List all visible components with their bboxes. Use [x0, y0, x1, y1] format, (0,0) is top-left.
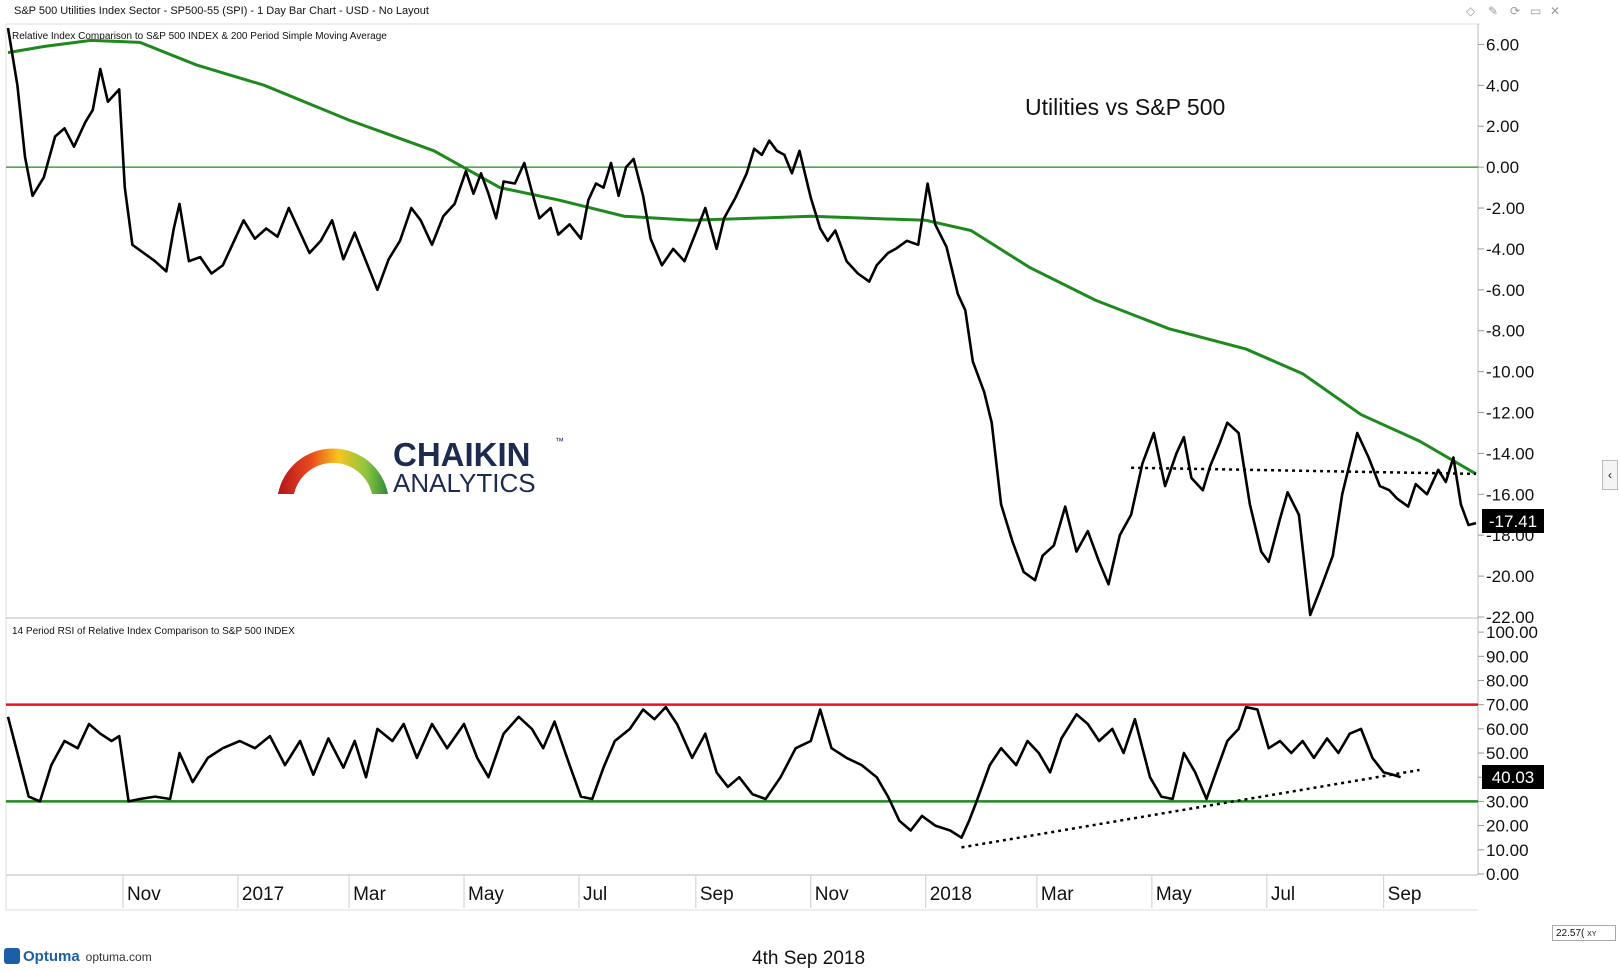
lower-y-tick-label: 30.00 [1486, 792, 1529, 811]
rsi-line [6, 705, 1401, 839]
logo-line2: ANALYTICS [393, 468, 536, 498]
lower-y-tick-label: 20.00 [1486, 817, 1529, 836]
upper-y-tick-label: -10.00 [1486, 363, 1534, 382]
upper-trendline [1131, 466, 1477, 476]
upper-y-tick-label: -12.00 [1486, 404, 1534, 423]
optuma-brand: Optuma [23, 948, 80, 965]
x-tick-label: May [1156, 884, 1192, 905]
x-tick-labels: Nov 2017 Mar May Jul Sep Nov 2018 Mar May Jul Sep [122, 875, 1422, 908]
lower-panel-lines [6, 703, 1478, 849]
x-tick-label: 2018 [930, 884, 972, 905]
lower-y-tick-label: 80.00 [1486, 671, 1529, 690]
x-tick-label: Mar [353, 884, 386, 905]
window-title-bar: S&P 500 Utilities Index Sector - SP500-5… [0, 0, 1620, 22]
x-tick-label: Nov [815, 884, 849, 905]
x-tick-label: Nov [127, 884, 161, 905]
lower-panel-label: 14 Period RSI of Relative Index Comparis… [12, 626, 295, 637]
rsi-trendline [961, 768, 1420, 849]
close-icon[interactable]: ✕ [1550, 4, 1561, 18]
upper-y-tick-label: -4.00 [1486, 240, 1525, 259]
lower-y-tick-label: 100.00 [1486, 623, 1538, 642]
x-tick-label: 2017 [242, 884, 284, 905]
restore-icon[interactable]: ⟳ [1510, 4, 1521, 18]
lower-y-tick-label: 70.00 [1486, 696, 1529, 715]
lower-y-tick-label: 90.00 [1486, 647, 1529, 666]
optuma-logo-icon [4, 948, 20, 964]
upper-panel-lines [6, 27, 1478, 617]
upper-y-tick-label: 2.00 [1486, 117, 1519, 136]
relative-index-line [6, 27, 1477, 617]
upper-y-tick-labels: 6.00 4.00 2.00 0.00 -2.00 -4.00 -6.00 -8.00 -10.… [1478, 35, 1534, 627]
upper-y-tick-label: -6.00 [1486, 281, 1525, 300]
upper-y-tick-label: -22.00 [1486, 608, 1534, 627]
upper-y-tick-label: -16.00 [1486, 485, 1534, 504]
collapse-panel-button[interactable]: ‹ [1602, 460, 1618, 490]
upper-y-tick-label: -14.00 [1486, 444, 1534, 463]
window-title: S&P 500 Utilities Index Sector - SP500-5… [14, 5, 429, 17]
x-tick-label: Sep [700, 884, 734, 905]
zoom-value: 22.57( [1556, 928, 1585, 939]
logo-line1: CHAIKIN [393, 436, 531, 473]
upper-y-tick-label: 4.00 [1486, 76, 1519, 95]
upper-last-value: -17.41 [1489, 512, 1537, 531]
upper-y-tick-label: -8.00 [1486, 322, 1525, 341]
upper-panel-label: Relative Index Comparison to S&P 500 IND… [12, 31, 387, 42]
zoom-tag: XY [1587, 931, 1597, 938]
zoom-field[interactable]: 22.57( XY [1552, 925, 1616, 941]
lower-y-tick-label: 60.00 [1486, 720, 1529, 739]
sma-200-line [7, 38, 1477, 476]
lower-y-tick-label: 10.00 [1486, 841, 1529, 860]
x-tick-label: Jul [1271, 884, 1295, 905]
lower-last-value: 40.03 [1492, 768, 1535, 787]
upper-y-tick-label: 0.00 [1486, 158, 1519, 177]
x-tick-label: May [468, 884, 504, 905]
upper-y-tick-label: -20.00 [1486, 567, 1534, 586]
lower-y-tick-label: 0.00 [1486, 865, 1519, 884]
optuma-branding: Optuma optuma.com [4, 946, 152, 968]
upper-y-tick-label: 6.00 [1486, 35, 1519, 54]
lower-y-tick-label: 50.00 [1486, 744, 1529, 763]
lower-last-value-tag: 40.03 [1482, 765, 1544, 789]
optuma-site: optuma.com [85, 950, 152, 964]
logo-tm: ™ [555, 436, 564, 446]
maximize-icon[interactable]: ▭ [1530, 4, 1542, 18]
upper-y-tick-label: -2.00 [1486, 199, 1525, 218]
chart-annotation: Utilities vs S&P 500 [1025, 94, 1225, 120]
x-tick-label: Mar [1041, 884, 1074, 905]
diamond-icon[interactable]: ◇ [1466, 4, 1476, 18]
pin-icon[interactable]: ✎ [1488, 4, 1499, 18]
gauge-icon [278, 448, 388, 494]
x-tick-label: Jul [583, 884, 607, 905]
chart-date: 4th Sep 2018 [752, 948, 866, 969]
chaikin-logo: CHAIKIN ™ ANALYTICS [278, 436, 564, 498]
upper-last-value-tag: -17.41 [1482, 509, 1544, 533]
x-tick-label: Sep [1388, 884, 1422, 905]
lower-y-tick-labels: 100.0090.0080.0070.0060.0050.0040.0030.0… [1478, 623, 1538, 884]
chevron-left-icon: ‹ [1608, 468, 1612, 482]
